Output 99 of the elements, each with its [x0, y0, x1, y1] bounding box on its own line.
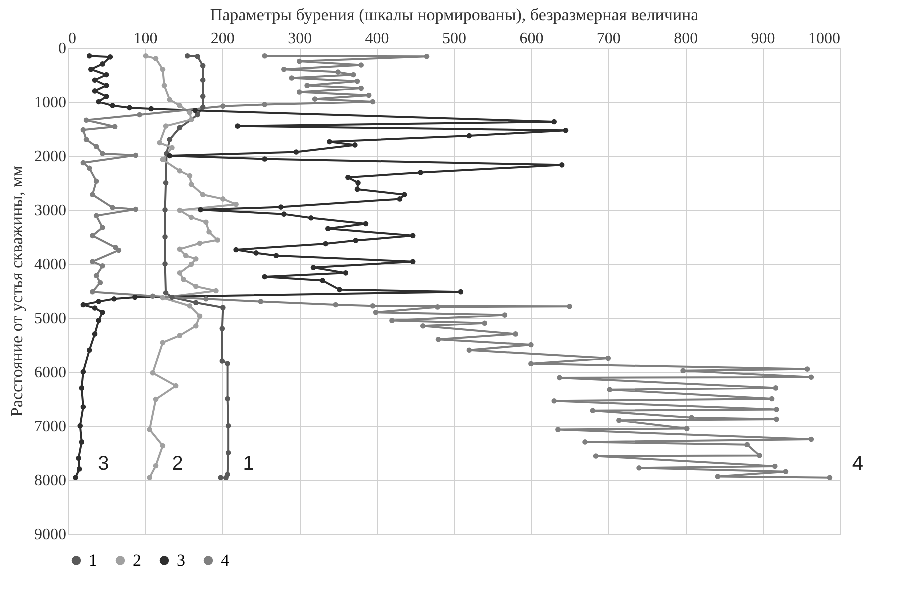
point — [162, 234, 168, 240]
point — [194, 323, 199, 329]
point — [153, 396, 159, 402]
point — [177, 103, 183, 108]
text: 2 — [172, 452, 184, 475]
point — [215, 238, 220, 243]
y-tick-label: 7000 — [34, 418, 66, 436]
point — [220, 326, 226, 332]
legend-label: 3 — [177, 550, 186, 570]
point — [188, 214, 194, 220]
point — [147, 427, 152, 432]
point — [177, 270, 183, 276]
y-tick-label: 3000 — [34, 202, 66, 220]
point — [170, 294, 175, 300]
point — [200, 192, 206, 198]
point — [187, 303, 193, 309]
point — [200, 94, 206, 100]
x-tick-label: 600 — [520, 30, 544, 48]
text: 3 — [98, 452, 110, 475]
point — [226, 450, 232, 456]
point — [218, 475, 224, 480]
point — [181, 277, 186, 282]
x-tick-label: 800 — [674, 30, 698, 48]
point — [197, 314, 203, 320]
point — [160, 66, 166, 72]
text: 1 — [243, 452, 254, 475]
x-tick-label: 200 — [210, 30, 235, 48]
point — [220, 196, 226, 202]
y-tick-label: 8000 — [34, 472, 66, 490]
point — [188, 182, 194, 188]
y-tick-label: 5000 — [34, 310, 66, 328]
x-tick-label: 300 — [288, 30, 312, 48]
point — [200, 78, 206, 84]
text: 4 — [852, 452, 864, 475]
point — [162, 207, 168, 213]
point — [185, 53, 190, 59]
point — [163, 180, 169, 186]
point — [226, 423, 232, 429]
legend-label: 4 — [221, 550, 230, 570]
point — [214, 288, 219, 294]
point — [162, 83, 168, 88]
x-tick-label: 900 — [751, 30, 776, 48]
x-tick-label: 1000 — [808, 30, 840, 48]
point — [204, 220, 209, 226]
point — [177, 246, 183, 252]
line-series — [162, 53, 232, 480]
point — [177, 333, 183, 338]
legend-label: 2 — [133, 550, 142, 570]
point — [163, 290, 169, 296]
x-tick-label: 400 — [365, 30, 390, 48]
point — [206, 230, 212, 235]
point — [197, 240, 203, 246]
y-axis-title: Расстояние от устья скважины, мм — [8, 166, 26, 418]
point — [200, 104, 206, 110]
y-tick-label: 9000 — [34, 526, 66, 544]
point — [167, 97, 173, 102]
point — [150, 370, 156, 376]
point — [224, 475, 229, 480]
point — [234, 202, 239, 208]
point — [153, 56, 159, 62]
y-tick-label: 6000 — [34, 364, 66, 382]
point — [163, 124, 169, 129]
legend-label: 1 — [89, 550, 98, 570]
point — [170, 145, 175, 151]
point — [160, 443, 166, 449]
point — [225, 396, 230, 402]
x-axis-title: Параметры бурения (шкалы нормированы), безразмерная величина — [210, 6, 700, 24]
point — [177, 125, 183, 131]
point — [187, 110, 193, 116]
point — [160, 157, 166, 162]
y-tick-label: 1000 — [34, 94, 66, 112]
y-tick-label: 2000 — [34, 148, 66, 166]
point — [173, 383, 179, 389]
point — [200, 63, 206, 68]
x-tick-label: 500 — [442, 30, 466, 48]
point — [147, 475, 152, 480]
point — [160, 295, 166, 301]
point — [194, 300, 199, 306]
point — [143, 53, 149, 59]
point — [188, 262, 194, 268]
point — [195, 112, 200, 118]
x-tick-label: 100 — [134, 30, 158, 48]
point — [194, 256, 199, 262]
point — [162, 261, 168, 267]
point — [220, 305, 226, 310]
point — [195, 54, 200, 60]
y-tick-label: 4000 — [34, 256, 66, 274]
point — [177, 208, 183, 214]
point — [177, 168, 183, 174]
point — [157, 140, 163, 146]
point — [153, 463, 159, 469]
point — [187, 173, 193, 179]
point — [183, 253, 189, 259]
x-tick-label: 700 — [596, 30, 621, 48]
point — [220, 358, 226, 364]
point — [194, 284, 199, 290]
point — [160, 340, 166, 346]
point — [225, 361, 230, 367]
point — [167, 137, 173, 142]
